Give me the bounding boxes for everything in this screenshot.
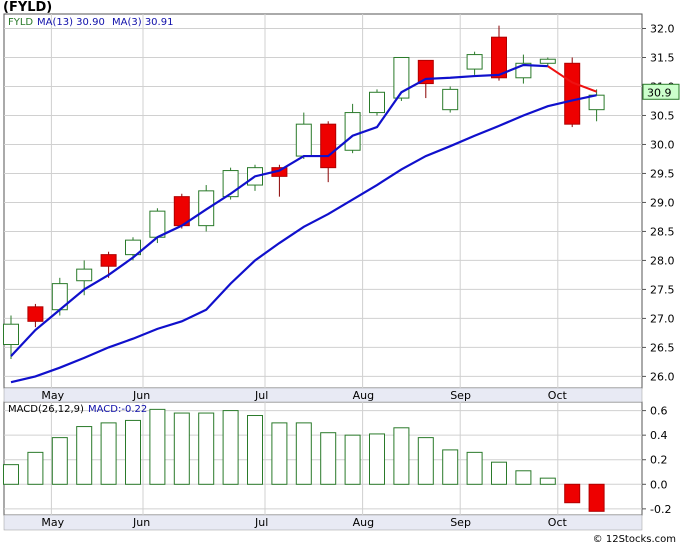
macd-bar-positive (442, 449, 459, 485)
price-y-tick-label: 29.5 (650, 167, 675, 180)
price-y-tick-label: 30.0 (650, 138, 675, 151)
macd-bar-positive (247, 415, 263, 485)
price-x-tick-label: Sep (450, 389, 471, 402)
macd-x-tick-label: Oct (548, 516, 568, 529)
candle-up (149, 210, 166, 238)
macd-bar-positive (369, 433, 385, 485)
copyright-footer: © 12Stocks.com (592, 534, 676, 545)
macd-bar-positive (417, 437, 434, 485)
macd-bar-positive (3, 464, 19, 485)
candle-up (539, 58, 556, 64)
candle-up (442, 88, 459, 111)
legend-symbol: FYLD (8, 17, 33, 28)
macd-y-tick-label: 0.4 (650, 429, 668, 442)
macd-bar-positive (27, 451, 44, 485)
macd-bar-positive (76, 426, 93, 485)
candle-down (320, 123, 337, 169)
macd-bar-positive (149, 408, 166, 485)
candle-up (125, 239, 141, 256)
candle-up (76, 268, 93, 282)
price-y-tick-label: 29.0 (650, 196, 675, 209)
macd-x-tick-label: May (41, 516, 64, 529)
macd-legend-value: MACD:-0.22 (88, 404, 147, 415)
macd-bar-positive (222, 410, 239, 485)
ma13-line (10, 94, 597, 384)
macd-x-tick-label: Aug (353, 516, 374, 529)
macd-bar-positive (51, 437, 68, 485)
macd-bar-positive (344, 434, 361, 485)
macd-x-tick-label: Sep (450, 516, 471, 529)
macd-bar-positive (198, 412, 215, 485)
macd-bar-positive (491, 461, 507, 485)
price-y-tick-label: 30.5 (650, 109, 675, 122)
macd-y-tick-label: 0.2 (650, 454, 668, 467)
price-x-tick-label: Aug (353, 389, 374, 402)
macd-y-tick-label: 0.6 (650, 405, 668, 418)
chart-title: (FYLD) (3, 0, 53, 15)
macd-x-tick-label: Jul (254, 516, 268, 529)
price-y-tick-label: 28.0 (650, 254, 675, 267)
price-y-tick-label: 27.5 (650, 283, 675, 296)
macd-bar-positive (100, 422, 117, 485)
macd-bar-positive (515, 470, 532, 485)
macd-legend-label: MACD(26,12,9) (8, 404, 84, 415)
macd-bar-positive (125, 419, 141, 485)
price-y-tick-label: 32.0 (650, 22, 675, 35)
legend-ma13: MA(13) 30.90 (37, 17, 105, 28)
price-x-tick-label: Jun (132, 389, 150, 402)
price-y-tick-label: 31.5 (650, 51, 675, 64)
price-x-tick-label: Oct (548, 389, 568, 402)
price-x-tick-label: Jul (254, 389, 268, 402)
last-price-tag (642, 83, 680, 100)
candle-up (466, 54, 483, 70)
price-panel-frame (3, 13, 643, 389)
price-x-axis-band (3, 387, 643, 403)
legend-ma3: MA(3) 30.91 (112, 17, 173, 28)
candle-down (491, 36, 507, 79)
candle-up (393, 56, 410, 99)
macd-bar-positive (173, 412, 190, 485)
macd-x-tick-label: Jun (132, 516, 150, 529)
macd-y-tick-label: -0.2 (650, 503, 671, 516)
macd-bar-positive (539, 477, 556, 485)
candle-down (564, 62, 581, 125)
macd-bar-positive (295, 422, 312, 485)
macd-bar-positive (320, 432, 337, 485)
macd-bar-negative (564, 483, 581, 504)
last-price-label: 30.9 (647, 86, 672, 99)
candle-up (295, 123, 312, 157)
ma3-line (10, 63, 548, 357)
price-y-tick-label: 28.5 (650, 225, 675, 238)
macd-bar-positive (393, 427, 410, 485)
macd-bar-negative (588, 483, 605, 512)
ma3-line-recent (547, 65, 597, 93)
candle-up (369, 91, 385, 114)
macd-x-axis-band (3, 514, 643, 531)
candle-down (27, 306, 44, 322)
candle-down (100, 254, 117, 267)
candle-up (344, 112, 361, 151)
price-y-tick-label: 26.5 (650, 341, 675, 354)
macd-bar-positive (466, 451, 483, 485)
candle-up (3, 323, 19, 346)
macd-y-tick-label: 0.0 (650, 478, 668, 491)
macd-bar-positive (271, 422, 288, 485)
price-y-tick-label: 26.0 (650, 370, 675, 383)
price-y-tick-label: 27.0 (650, 312, 675, 325)
price-x-tick-label: May (41, 389, 64, 402)
